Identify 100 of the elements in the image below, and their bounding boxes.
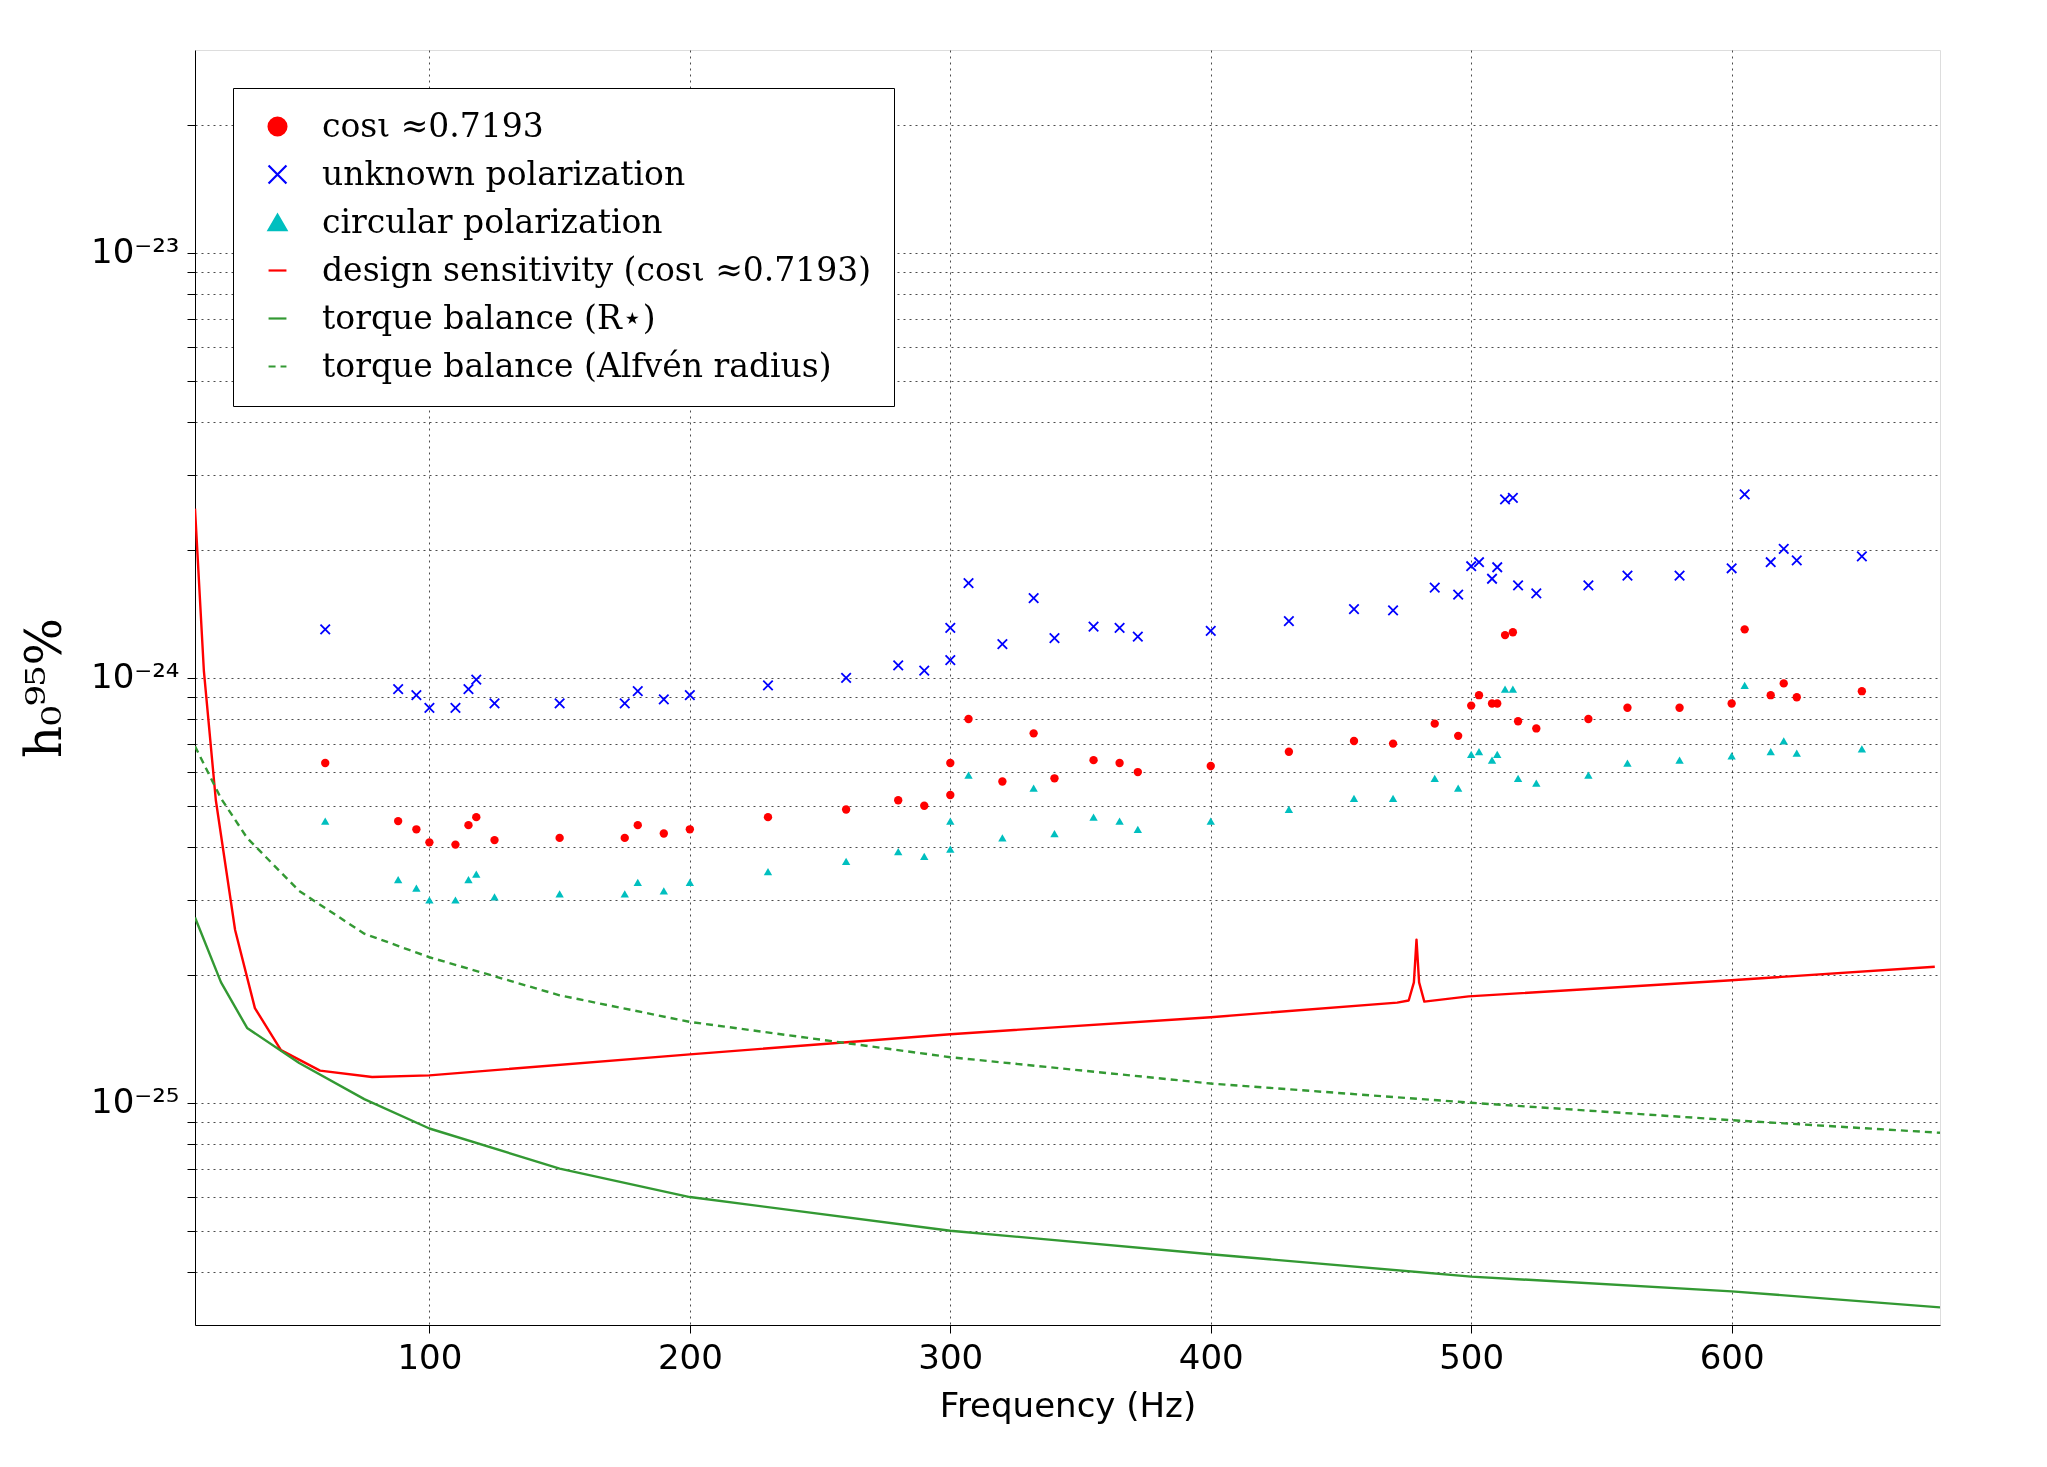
point — [1727, 699, 1736, 708]
point — [1740, 681, 1749, 689]
point — [1452, 588, 1464, 601]
point — [841, 857, 851, 865]
point — [964, 771, 973, 779]
y-tick-label: 10⁻²⁴ — [91, 656, 180, 697]
point — [1348, 603, 1360, 615]
point — [1050, 774, 1059, 783]
point — [1430, 719, 1439, 728]
y-tick-label: 10⁻²⁵ — [91, 1081, 180, 1122]
point — [1508, 628, 1518, 637]
point — [1778, 543, 1790, 555]
point — [490, 893, 499, 901]
point — [1792, 693, 1801, 702]
point — [1532, 724, 1541, 733]
x-tick-label: 300 — [918, 1336, 984, 1377]
point — [1532, 779, 1541, 787]
x-tick-label: 600 — [1699, 1336, 1765, 1377]
point — [1499, 493, 1511, 505]
point — [1349, 794, 1359, 803]
point — [555, 833, 564, 843]
point — [632, 685, 644, 697]
point — [894, 796, 903, 805]
point — [1584, 714, 1593, 724]
point — [1388, 739, 1398, 748]
point — [1132, 630, 1144, 643]
point — [1791, 554, 1803, 566]
point — [658, 693, 670, 705]
point — [1133, 825, 1142, 833]
point — [1779, 737, 1788, 745]
point — [1387, 604, 1399, 617]
point — [1430, 774, 1439, 782]
x-axis-title: Frequency (Hz) — [939, 1384, 1197, 1425]
point — [840, 672, 852, 684]
x-tick-label: 400 — [1178, 1336, 1244, 1377]
point — [620, 833, 629, 843]
point — [393, 876, 403, 884]
point — [1349, 736, 1359, 746]
point — [1792, 749, 1801, 757]
point — [1582, 579, 1595, 591]
point — [1467, 750, 1476, 759]
point — [1465, 560, 1477, 572]
point — [1089, 813, 1098, 821]
point — [412, 884, 421, 892]
point — [946, 790, 955, 800]
point — [962, 577, 975, 589]
point — [1673, 569, 1686, 582]
point — [1453, 731, 1463, 741]
point — [1284, 747, 1294, 756]
point — [1512, 579, 1524, 591]
point — [1474, 691, 1484, 700]
point — [1623, 759, 1632, 767]
point — [462, 683, 475, 695]
x-tick-label: 500 — [1439, 1336, 1505, 1377]
point — [1530, 587, 1542, 599]
point — [894, 847, 903, 856]
point — [321, 758, 330, 768]
point — [449, 702, 462, 714]
point — [998, 777, 1007, 786]
point — [1675, 756, 1684, 764]
point — [659, 829, 668, 838]
point — [1621, 569, 1634, 582]
point — [998, 834, 1007, 842]
point — [633, 878, 642, 887]
point — [1740, 625, 1749, 634]
point — [321, 817, 330, 825]
point — [451, 840, 460, 849]
point — [1388, 794, 1398, 803]
point — [1857, 745, 1867, 753]
point — [425, 838, 434, 847]
point — [1491, 561, 1503, 573]
point — [946, 817, 955, 825]
point — [1766, 691, 1775, 700]
point — [423, 702, 436, 714]
point — [1453, 784, 1463, 792]
legend-label: torque balance (Alfvén radius) — [322, 345, 832, 385]
point — [555, 890, 564, 898]
point — [1467, 701, 1476, 710]
point — [1513, 774, 1523, 782]
point — [392, 683, 404, 695]
point — [1857, 687, 1867, 696]
point — [1487, 756, 1497, 764]
point — [410, 689, 423, 701]
point — [472, 812, 481, 822]
point — [470, 673, 482, 686]
point — [633, 820, 642, 830]
y-axis-title: h₀⁹⁵% — [15, 618, 74, 758]
line-series — [195, 745, 1940, 1134]
point — [488, 697, 501, 710]
point — [659, 887, 668, 895]
point — [1206, 761, 1215, 771]
point — [1765, 556, 1777, 568]
point — [996, 638, 1009, 650]
point — [472, 870, 481, 878]
point — [1089, 755, 1098, 765]
point — [946, 845, 955, 853]
point — [619, 697, 631, 710]
point — [319, 623, 331, 635]
point — [920, 852, 929, 860]
point — [1474, 748, 1484, 756]
